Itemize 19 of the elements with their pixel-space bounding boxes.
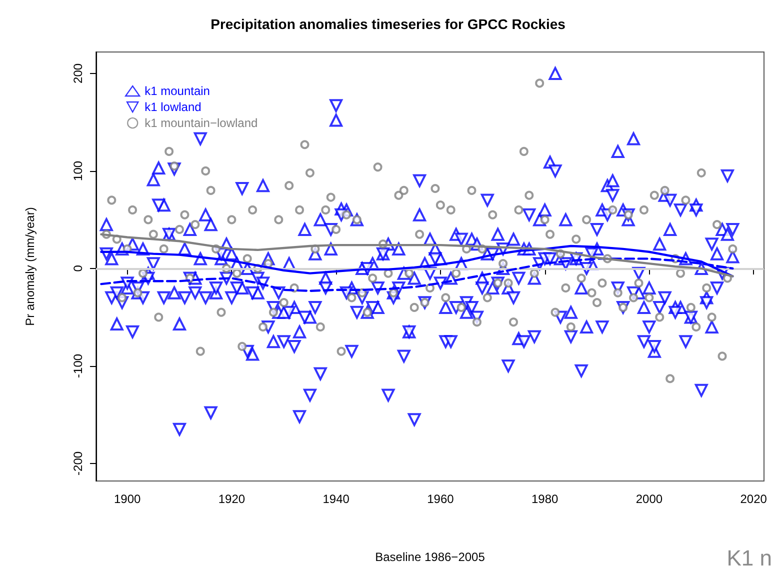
legend-label: k1 mountain−lowland [144,116,258,130]
y-tick-label: 100 [71,160,85,181]
chart-title: Precipitation anomalies timeseries for GPCC Rockies [210,16,566,32]
x-tick-label: 1980 [531,492,558,506]
y-tick-label: -200 [71,451,85,476]
x-tick-label: 2000 [636,492,663,506]
y-tick-label: 200 [71,63,85,84]
text: K1 n [726,546,772,570]
legend-label: k1 lowland [144,100,202,114]
y-tick-label: -100 [71,354,85,378]
x-tick-label: 1960 [427,492,454,506]
x-tick-label: 1920 [218,492,246,506]
x-tick-label: 1940 [322,492,350,506]
x-tick-label: 2020 [740,492,768,506]
y-tick-label: 0 [71,264,85,272]
legend-label: k1 mountain [144,84,210,98]
y-axis-title: Pr anomaly (mm/year) [23,207,37,326]
x-tick-label: 1900 [114,492,141,506]
x-axis-title: Baseline 1986−2005 [375,550,486,564]
